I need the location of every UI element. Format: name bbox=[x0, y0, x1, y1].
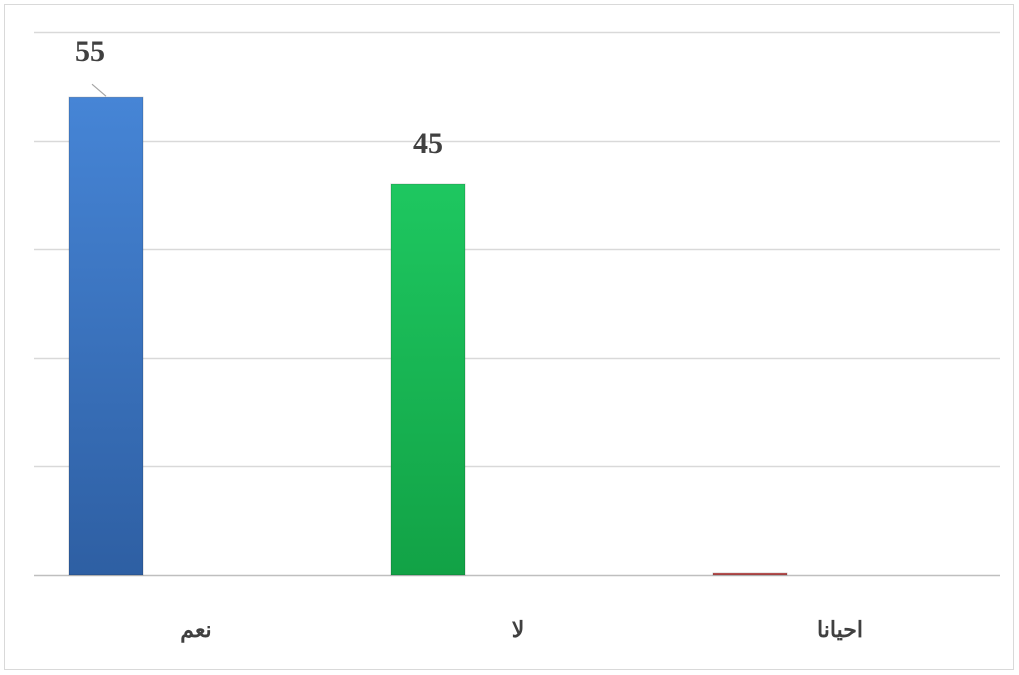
gridlines bbox=[34, 31, 1000, 577]
category-axis: نعم لا احيانا bbox=[180, 617, 863, 643]
bar-1 bbox=[68, 96, 144, 576]
data-labels: 55 45 bbox=[75, 35, 443, 160]
data-label-leader bbox=[91, 83, 107, 97]
data-label-1: 55 bbox=[75, 35, 105, 68]
bars bbox=[68, 96, 788, 576]
data-label-2: 45 bbox=[413, 127, 443, 160]
chart-frame bbox=[4, 4, 1014, 670]
bar-2 bbox=[390, 183, 466, 576]
bar-3 bbox=[712, 572, 788, 576]
x-tick-label-1: نعم bbox=[180, 617, 211, 643]
x-tick-label-2: لا bbox=[512, 617, 525, 642]
x-tick-label-3: احيانا bbox=[817, 617, 863, 642]
